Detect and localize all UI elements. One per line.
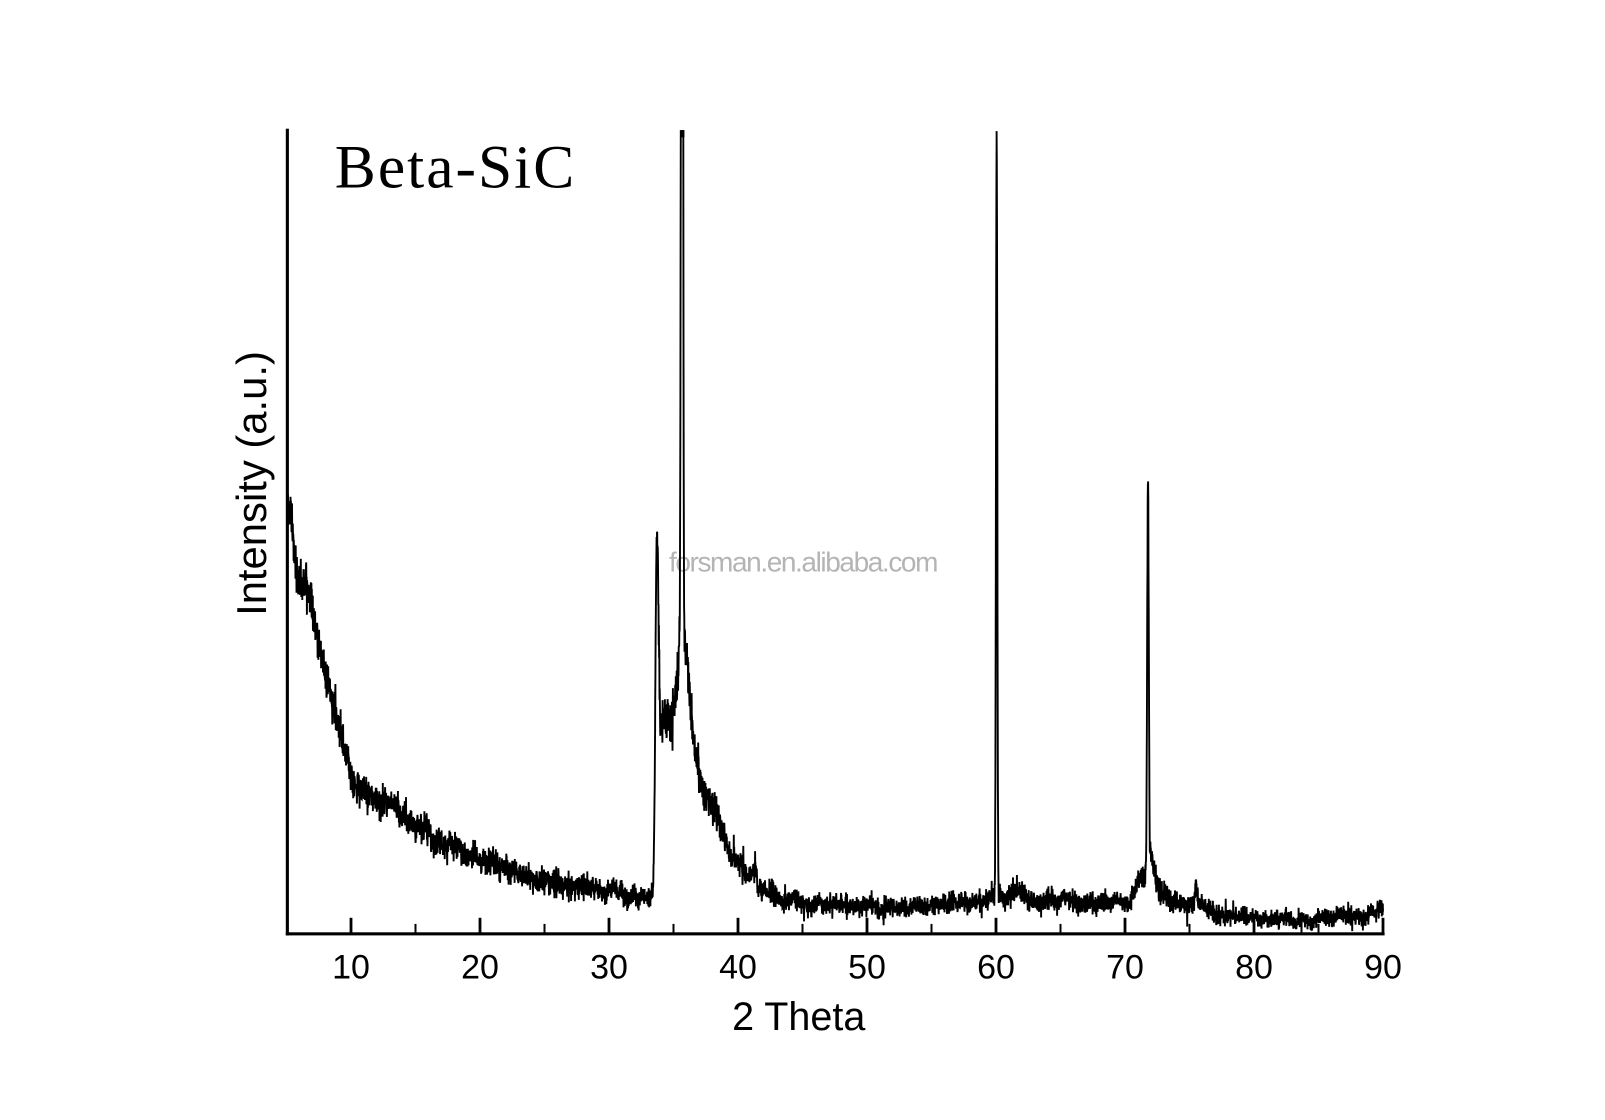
svg-text:60: 60 [977,948,1015,986]
svg-text:20: 20 [461,948,499,986]
svg-text:80: 80 [1235,948,1273,986]
svg-text:40: 40 [719,948,757,986]
svg-text:forsman.en.alibaba.com: forsman.en.alibaba.com [669,547,937,578]
svg-text:50: 50 [848,948,886,986]
svg-text:2 Theta: 2 Theta [732,995,865,1039]
svg-text:10: 10 [332,948,370,986]
svg-text:70: 70 [1106,948,1144,986]
svg-text:Beta-SiC: Beta-SiC [335,134,577,202]
svg-text:Intensity (a.u.): Intensity (a.u.) [228,351,275,616]
svg-text:30: 30 [590,948,628,986]
svg-text:90: 90 [1364,948,1402,986]
